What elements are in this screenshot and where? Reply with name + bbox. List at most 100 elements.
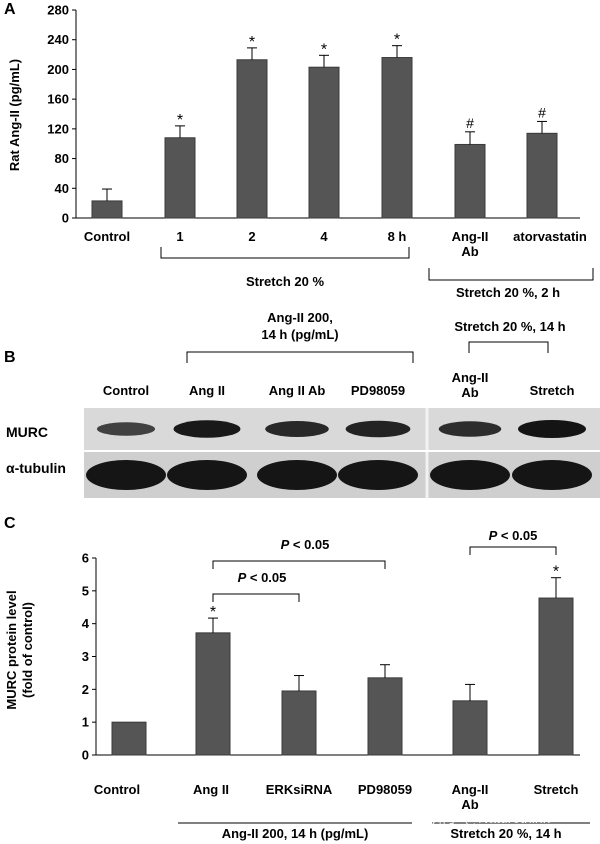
panel-a-ytick-label: 200: [47, 62, 69, 77]
panel-b-murc-band: [438, 421, 502, 437]
panel-a-ytick-label: 0: [62, 211, 69, 226]
panel-c-chart: MURC protein level (fold of control) 0 1 2…: [4, 528, 590, 841]
panel-b-murc-band: [96, 422, 156, 436]
panel-b-lane-label: Ang II: [189, 383, 225, 398]
panel-a-stretch2h-label: Stretch 20 %, 2 h: [456, 285, 560, 300]
panel-a-ytick-label: 40: [55, 181, 69, 196]
panel-c-stretch-group-label: Stretch 20 %, 14 h: [450, 826, 561, 841]
panel-c-bar: [367, 677, 403, 756]
panel-letter-c: C: [4, 515, 16, 532]
panel-c-bar: [195, 632, 231, 756]
panel-c-bar: [281, 690, 317, 756]
panel-b-lane-label: Stretch: [530, 383, 575, 398]
panel-a-category-label: atorvastatin: [513, 229, 587, 244]
panel-a-bar: [454, 143, 486, 219]
panel-c-comparison-bracket: [469, 546, 557, 555]
panel-a-bar: [381, 57, 413, 219]
panel-c-bar: [452, 700, 488, 756]
panel-b-row-label-murc: MURC: [6, 424, 48, 440]
panel-c-category-label: PD98059: [358, 782, 412, 797]
panel-a-ytick-label: 80: [55, 151, 69, 166]
panel-c-bar: [111, 721, 147, 756]
panel-a-significance-marker: *: [177, 112, 183, 129]
panel-c-ylabel-line1: MURC protein level: [4, 590, 19, 709]
panel-b-header-left-line1: Ang-II 200,: [267, 310, 333, 325]
panel-c-category-label: Ang II: [193, 782, 229, 797]
panel-a-bar: [308, 66, 340, 219]
panel-c-significance-marker: *: [553, 564, 559, 581]
panel-b-tubulin-band: [86, 460, 166, 490]
panel-c-ytick-label: 3: [82, 649, 89, 664]
panel-a-category-label: 4: [320, 229, 328, 244]
panel-c-comparison-label: P < 0.05: [489, 528, 538, 543]
panel-a-category-label: Ab: [461, 244, 478, 259]
panel-letter-b: B: [4, 349, 16, 366]
panel-b-lane-label: Ang II Ab: [269, 383, 326, 398]
panel-a-bar: [236, 59, 268, 219]
panel-b-lane-label: Ab: [461, 385, 478, 400]
panel-c-significance-marker: *: [210, 604, 216, 621]
panel-a-category-label: 1: [176, 229, 183, 244]
panel-b-tubulin-band: [338, 460, 418, 490]
panel-b-lane-label: PD98059: [351, 383, 405, 398]
panel-c-ytick-label: 6: [82, 551, 89, 566]
panel-a-bar: [526, 132, 558, 219]
panel-a-significance-marker: *: [394, 32, 400, 49]
panel-a-bar: [164, 137, 196, 219]
panel-b-header-left-line2: 14 h (pg/mL): [261, 327, 338, 342]
panel-a-ytick-label: 120: [47, 121, 69, 136]
panel-c-category-label: Stretch: [534, 782, 579, 797]
panel-b-left-bracket: [186, 351, 414, 363]
panel-c-ytick-label: 2: [82, 682, 89, 697]
panel-b-blot: Ang-II 200, 14 h (pg/mL) Stretch 20 %, 1…: [6, 310, 600, 498]
panel-c-ytick-label: 1: [82, 715, 89, 730]
panel-a-significance-marker: *: [321, 41, 327, 58]
panel-c-ytick-label: 0: [82, 748, 89, 763]
panel-c-category-label: Control: [94, 782, 140, 797]
panel-a-chart: Rat Ang-II (pg/mL) 04080120160200240280 …: [7, 3, 594, 300]
panel-c-ytick-label: 4: [82, 616, 90, 631]
panel-b-tubulin-band: [512, 460, 592, 490]
panel-c-comparison-label: P < 0.05: [281, 537, 330, 552]
watermark: 知乎 @Naturethink: [432, 810, 551, 826]
panel-c-comparison-bracket: [212, 560, 386, 569]
panel-c-category-label: ERKsiRNA: [266, 782, 333, 797]
panel-a-category-label: Ang-II: [452, 229, 489, 244]
panel-c-angii-group-label: Ang-II 200, 14 h (pg/mL): [222, 826, 369, 841]
panel-b-murc-band: [265, 421, 329, 437]
panel-b-murc-band: [518, 420, 586, 438]
panel-a-ytick-label: 280: [47, 3, 69, 18]
panel-b-tubulin-band: [167, 460, 247, 490]
panel-a-stretch-bracket: [160, 247, 410, 259]
panel-b-lane-label: Control: [103, 383, 149, 398]
panel-a-significance-marker: #: [538, 104, 546, 120]
panel-c-comparison-bracket: [212, 593, 300, 602]
panel-a-category-label: Control: [84, 229, 130, 244]
panel-b-murc-blot: [84, 408, 600, 450]
panel-a-ytick-label: 240: [47, 32, 69, 47]
panel-b-tubulin-band: [257, 460, 337, 490]
panel-a-ylabel: Rat Ang-II (pg/mL): [7, 59, 22, 171]
panel-c-category-label: Ab: [461, 797, 478, 812]
panel-a-stretch-label: Stretch 20 %: [246, 274, 324, 289]
panel-a-bar: [91, 200, 123, 219]
panel-c-ytick-label: 5: [82, 583, 89, 598]
panel-b-murc-band: [345, 420, 411, 438]
panel-a-ytick-label: 160: [47, 92, 69, 107]
panel-b-right-bracket: [468, 341, 549, 353]
panel-a-stretch2h-bracket: [428, 268, 594, 281]
panel-a-category-label: 2: [248, 229, 255, 244]
panel-c-ylabel-line2: (fold of control): [20, 602, 35, 698]
panel-b-row-label-tubulin: α-tubulin: [6, 460, 66, 476]
panel-c-category-label: Ang-II: [452, 782, 489, 797]
panel-a-category-label: 8 h: [388, 229, 407, 244]
panel-b-murc-band: [173, 420, 241, 438]
panel-b-header-right: Stretch 20 %, 14 h: [454, 319, 565, 334]
panel-a-significance-marker: *: [249, 34, 255, 51]
panel-b-lane-label: Ang-II: [452, 370, 489, 385]
panel-letter-a: A: [4, 1, 16, 18]
panel-a-significance-marker: #: [466, 115, 474, 131]
panel-c-comparison-label: P < 0.05: [238, 570, 287, 585]
panel-c-bar: [538, 597, 574, 756]
